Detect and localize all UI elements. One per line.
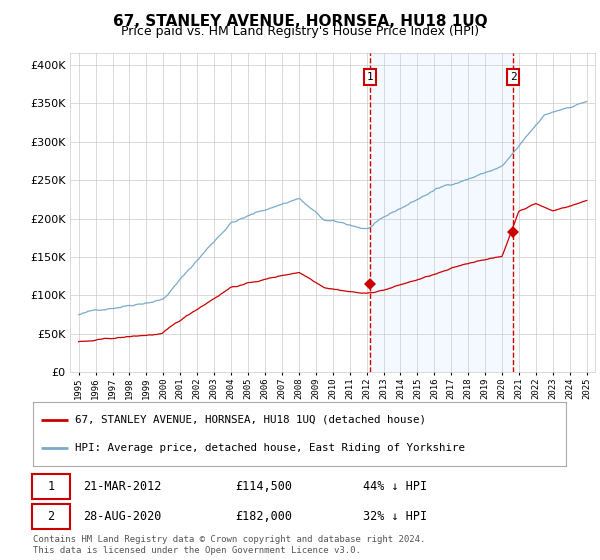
FancyBboxPatch shape bbox=[32, 474, 70, 499]
Text: 21-MAR-2012: 21-MAR-2012 bbox=[83, 480, 162, 493]
Text: 1: 1 bbox=[47, 480, 55, 493]
FancyBboxPatch shape bbox=[32, 504, 70, 529]
Text: 2: 2 bbox=[509, 72, 517, 82]
Text: HPI: Average price, detached house, East Riding of Yorkshire: HPI: Average price, detached house, East… bbox=[74, 443, 464, 453]
Text: £114,500: £114,500 bbox=[235, 480, 292, 493]
Text: 2: 2 bbox=[47, 510, 55, 523]
Text: 67, STANLEY AVENUE, HORNSEA, HU18 1UQ: 67, STANLEY AVENUE, HORNSEA, HU18 1UQ bbox=[113, 14, 487, 29]
Text: Price paid vs. HM Land Registry's House Price Index (HPI): Price paid vs. HM Land Registry's House … bbox=[121, 25, 479, 38]
Text: 32% ↓ HPI: 32% ↓ HPI bbox=[364, 510, 427, 523]
Bar bbox=[370, 53, 513, 372]
Text: 28-AUG-2020: 28-AUG-2020 bbox=[83, 510, 162, 523]
Text: 1: 1 bbox=[367, 72, 374, 82]
Text: 67, STANLEY AVENUE, HORNSEA, HU18 1UQ (detached house): 67, STANLEY AVENUE, HORNSEA, HU18 1UQ (d… bbox=[74, 414, 425, 424]
Text: 44% ↓ HPI: 44% ↓ HPI bbox=[364, 480, 427, 493]
Text: Contains HM Land Registry data © Crown copyright and database right 2024.
This d: Contains HM Land Registry data © Crown c… bbox=[33, 535, 425, 555]
Text: £182,000: £182,000 bbox=[235, 510, 292, 523]
